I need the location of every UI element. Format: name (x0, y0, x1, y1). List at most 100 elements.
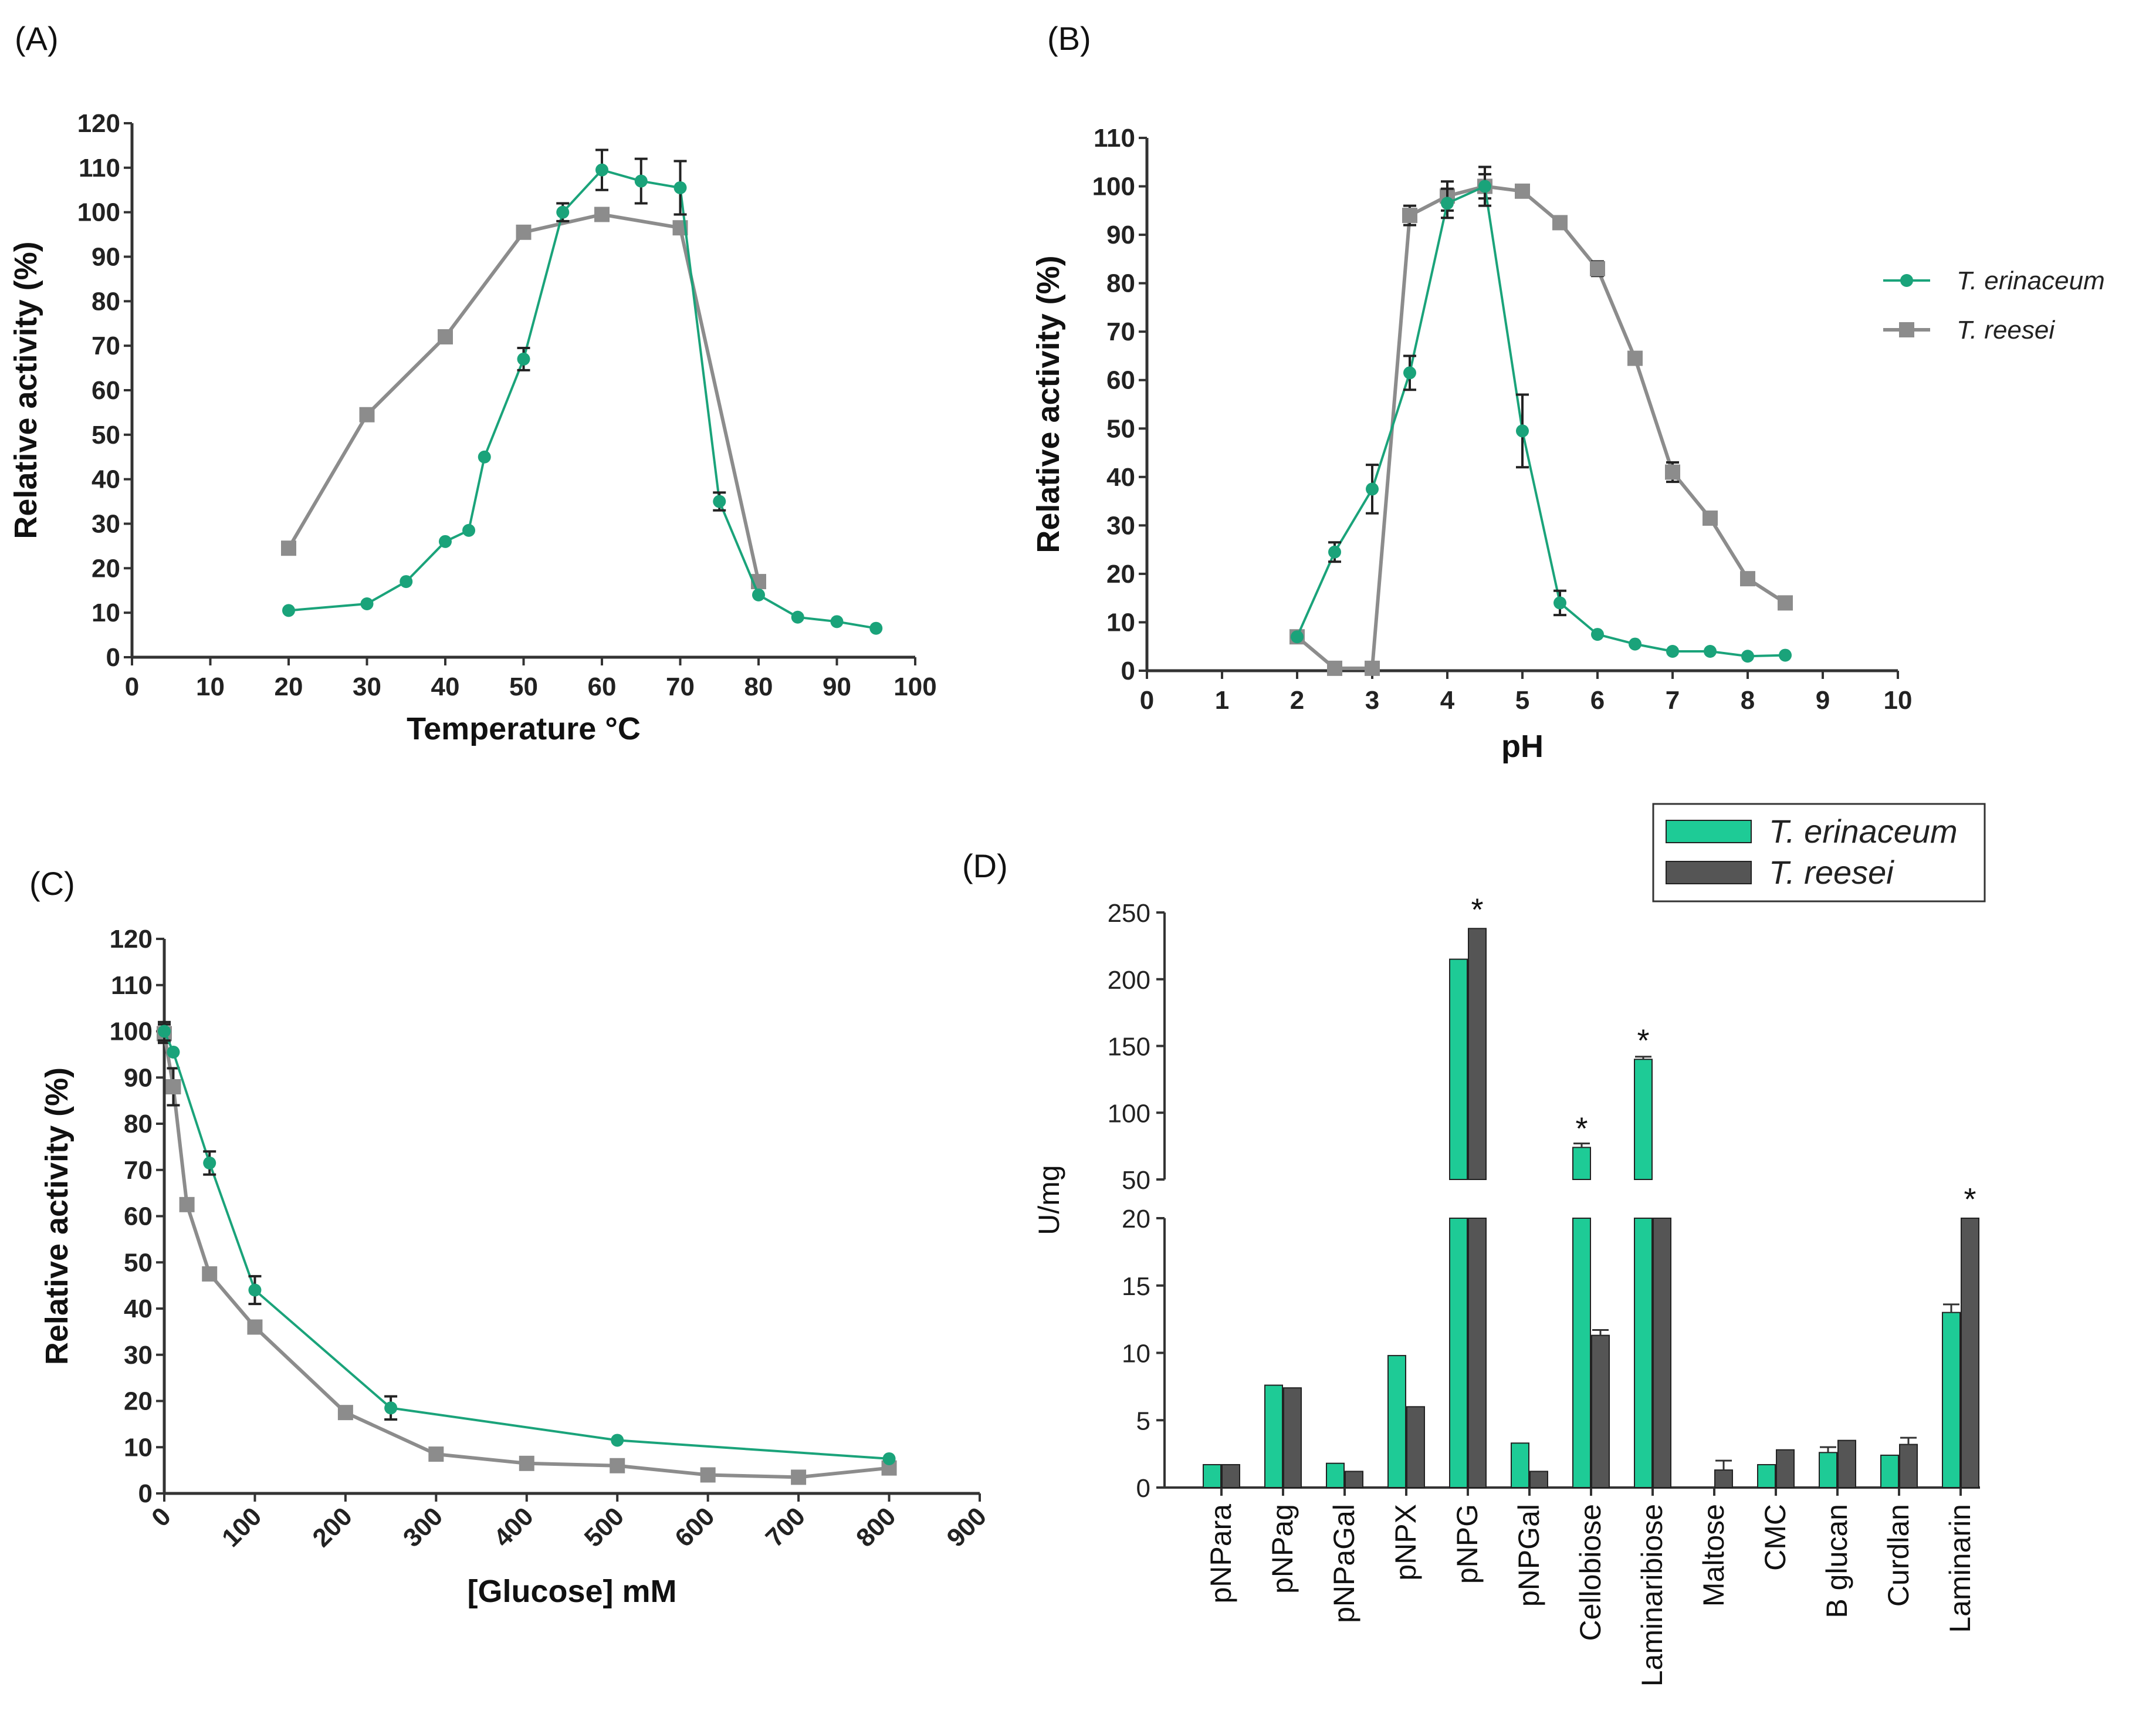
data-point-reesei (516, 224, 532, 240)
x-axis-label: Temperature °C (407, 711, 641, 746)
data-point-reesei (438, 329, 453, 344)
data-point-reesei (1740, 571, 1755, 587)
y-tick-label: 70 (124, 1156, 153, 1185)
data-point-erinaceum (1779, 648, 1792, 662)
significance-marker: * (1637, 1023, 1649, 1058)
legend-swatch-erinaceum (1666, 820, 1752, 843)
data-point-erinaceum (1366, 482, 1379, 496)
data-point-erinaceum (282, 604, 295, 617)
bar-reesei (1591, 1334, 1610, 1489)
y-tick-label: 30 (124, 1341, 153, 1370)
category-label: pNPG (1451, 1504, 1484, 1584)
bar-reesei (1406, 1406, 1425, 1489)
data-point-reesei (165, 1079, 181, 1094)
x-tick-label: 10 (1884, 686, 1913, 715)
category-label: pNPara (1204, 1504, 1237, 1604)
panel-label: (D) (962, 847, 1008, 884)
x-tick-label: 9 (1816, 686, 1830, 715)
y-tick-label: 60 (1106, 366, 1135, 395)
data-point-erinaceum (713, 495, 726, 508)
bar-reesei-upper (1468, 928, 1487, 1181)
y-tick-label: 0 (1121, 657, 1135, 685)
bar-reesei (1837, 1439, 1856, 1489)
bar-erinaceum-upper (1634, 1059, 1653, 1180)
x-tick-label: 10 (196, 672, 225, 701)
y-tick-label: 120 (110, 925, 153, 954)
data-point-reesei (610, 1458, 625, 1473)
x-tick-label: 1 (1215, 686, 1229, 715)
x-tick-label: 70 (666, 672, 695, 701)
x-axis-label: [Glucose] mM (467, 1574, 676, 1609)
panel-label: (B) (1047, 20, 1091, 57)
x-axis-label: pH (1501, 729, 1544, 764)
data-point-reesei (281, 540, 296, 556)
data-point-erinaceum (1291, 630, 1304, 644)
y-tick-label: 30 (92, 510, 120, 539)
y-tick-label: 0 (106, 643, 120, 672)
data-point-erinaceum (1741, 650, 1754, 663)
data-point-erinaceum (1403, 366, 1416, 380)
bar-erinaceum (1942, 1312, 1961, 1488)
x-tick-label: 100 (893, 672, 936, 701)
legend-label-erinaceum: T. erinaceum (1957, 266, 2105, 295)
data-point-erinaceum (882, 1452, 896, 1465)
x-tick-label: 200 (307, 1502, 358, 1553)
category-label: Laminarin (1944, 1504, 1976, 1633)
data-point-reesei (359, 407, 375, 422)
x-tick-label: 600 (669, 1502, 720, 1553)
series-line-erinaceum (288, 168, 876, 630)
x-tick-label: 2 (1290, 686, 1304, 715)
data-point-reesei (1552, 215, 1568, 231)
panel-label: (A) (15, 20, 59, 57)
data-point-reesei (1590, 261, 1605, 276)
bar-reesei (1283, 1387, 1302, 1488)
y-tick-label: 100 (1108, 1099, 1150, 1128)
data-point-reesei (700, 1467, 716, 1483)
data-point-erinaceum (167, 1045, 180, 1059)
y-axis-label: Relative activity (%) (1031, 255, 1066, 553)
bar-erinaceum (1757, 1463, 1776, 1489)
bar-erinaceum-upper (1449, 958, 1468, 1180)
data-point-erinaceum (478, 450, 491, 464)
x-tick-label: 8 (1741, 686, 1755, 715)
data-point-erinaceum (384, 1401, 398, 1415)
panel-b-ph-chart: (B) 0 10 20 30 40 50 60 70 80 90 100 110 0 1 2 3 4 5 6 7 8 9 10… (1031, 20, 1912, 764)
data-point-erinaceum (1666, 644, 1679, 658)
data-point-erinaceum (611, 1434, 624, 1447)
x-tick-label: 6 (1590, 686, 1605, 715)
y-tick-label: 10 (92, 599, 120, 627)
bar-erinaceum (1880, 1454, 1899, 1488)
y-tick-label: 80 (92, 287, 120, 316)
y-tick-label: 50 (1122, 1166, 1150, 1195)
category-label: B glucan (1820, 1504, 1853, 1618)
y-tick-label: 70 (92, 332, 120, 360)
y-tick-label: 0 (138, 1479, 153, 1508)
bar-erinaceum-upper (1572, 1147, 1591, 1181)
data-point-reesei (1703, 510, 1718, 526)
y-tick-label: 15 (1122, 1272, 1150, 1301)
x-tick-label: 90 (823, 672, 851, 701)
bar-reesei (1345, 1471, 1363, 1488)
y-tick-label: 20 (124, 1387, 153, 1416)
category-label: CMC (1759, 1504, 1792, 1571)
legend-label-reesei: T. reesei (1957, 316, 2055, 344)
data-point-reesei (337, 1405, 353, 1421)
y-tick-label: 50 (124, 1248, 153, 1277)
legend-panel-d: T. erinaceum T. reesei (1652, 803, 1986, 903)
y-tick-label: 40 (124, 1294, 153, 1323)
data-point-reesei (791, 1469, 807, 1485)
bar-reesei (1221, 1463, 1240, 1489)
data-point-erinaceum (517, 352, 530, 366)
series-line-erinaceum (163, 1030, 889, 1460)
series-line-erinaceum (1296, 184, 1786, 658)
y-tick-label: 30 (1106, 511, 1135, 540)
x-tick-label: 0 (1140, 686, 1154, 715)
y-tick-label: 110 (79, 154, 120, 182)
y-tick-label: 100 (77, 198, 120, 227)
data-point-erinaceum (556, 205, 570, 219)
y-tick-label: 20 (92, 554, 120, 583)
bar-erinaceum-lower (1449, 1218, 1468, 1488)
legend-label-reesei: T. reesei (1769, 854, 1894, 891)
y-axis-label: U/mg (1033, 1165, 1065, 1235)
